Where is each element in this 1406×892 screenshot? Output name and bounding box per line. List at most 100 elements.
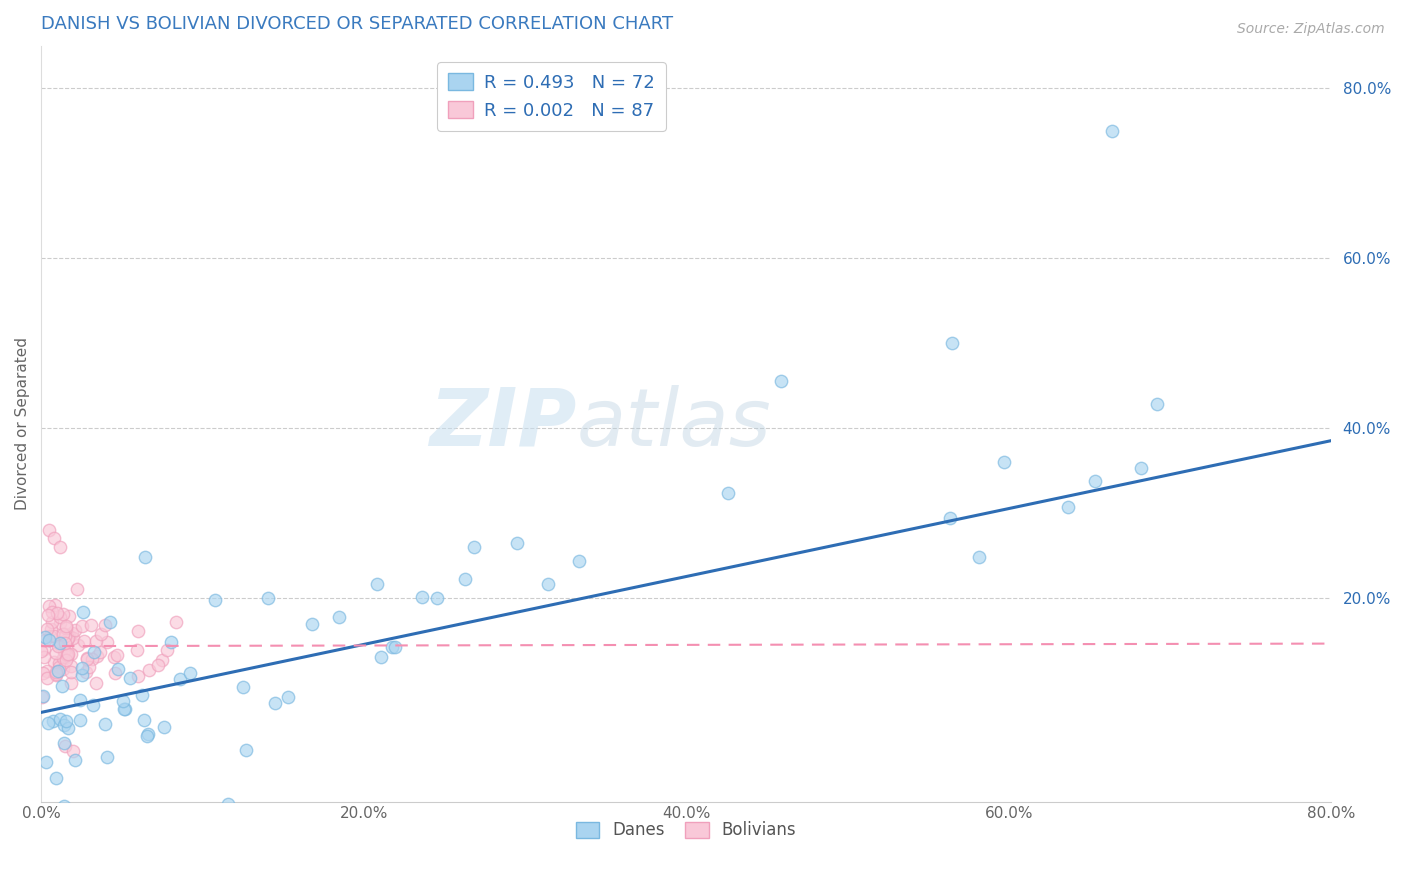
Point	[70, 661, 93, 675]
Point	[160, 634, 183, 648]
Point	[257, 591, 280, 606]
Point	[463, 540, 485, 554]
Point	[993, 455, 1015, 469]
Point	[104, 665, 127, 680]
Point	[35, 664, 58, 678]
Point	[45, 772, 67, 786]
Point	[35, 622, 58, 636]
Point	[32, 641, 55, 656]
Point	[39, 622, 62, 636]
Point	[169, 672, 191, 686]
Point	[84, 675, 107, 690]
Point	[120, 672, 142, 686]
Point	[52, 627, 75, 641]
Point	[1057, 500, 1080, 514]
Point	[44, 599, 66, 613]
Point	[45, 668, 67, 682]
Point	[941, 335, 963, 350]
Point	[67, 638, 90, 652]
Point	[127, 624, 149, 639]
Point	[90, 627, 112, 641]
Point	[131, 688, 153, 702]
Point	[96, 635, 118, 649]
Point	[32, 649, 55, 664]
Point	[42, 655, 65, 669]
Point	[52, 643, 75, 657]
Point	[62, 743, 84, 757]
Point	[82, 698, 104, 713]
Point	[89, 645, 111, 659]
Point	[32, 665, 55, 680]
Point	[35, 671, 58, 685]
Point	[60, 625, 83, 640]
Point	[59, 676, 82, 690]
Text: ZIP: ZIP	[429, 384, 576, 463]
Point	[107, 662, 129, 676]
Point	[34, 632, 56, 647]
Point	[366, 577, 388, 591]
Point	[30, 644, 52, 658]
Point	[52, 736, 75, 750]
Point	[77, 659, 100, 673]
Point	[716, 485, 738, 500]
Point	[35, 755, 58, 769]
Point	[70, 668, 93, 682]
Point	[138, 663, 160, 677]
Point	[48, 656, 70, 670]
Point	[370, 649, 392, 664]
Point	[135, 730, 157, 744]
Point	[34, 630, 56, 644]
Point	[72, 605, 94, 619]
Point	[217, 797, 239, 812]
Point	[46, 665, 69, 679]
Point	[45, 666, 67, 681]
Point	[146, 657, 169, 672]
Point	[59, 665, 82, 679]
Point	[98, 615, 121, 629]
Point	[1101, 123, 1123, 137]
Point	[204, 593, 226, 607]
Point	[41, 714, 63, 729]
Point	[277, 690, 299, 704]
Point	[150, 653, 173, 667]
Point	[967, 550, 990, 565]
Point	[76, 652, 98, 666]
Point	[127, 668, 149, 682]
Point	[49, 615, 72, 630]
Point	[63, 753, 86, 767]
Point	[111, 694, 134, 708]
Point	[75, 665, 97, 679]
Point	[769, 374, 792, 388]
Legend: Danes, Bolivians: Danes, Bolivians	[569, 814, 803, 847]
Point	[62, 631, 84, 645]
Point	[179, 665, 201, 680]
Point	[38, 599, 60, 613]
Point	[84, 634, 107, 648]
Point	[73, 634, 96, 648]
Point	[105, 648, 128, 662]
Point	[58, 630, 80, 644]
Point	[38, 523, 60, 537]
Point	[56, 648, 79, 663]
Point	[112, 702, 135, 716]
Point	[134, 549, 156, 564]
Point	[53, 799, 76, 814]
Point	[52, 651, 75, 665]
Point	[235, 743, 257, 757]
Point	[136, 727, 159, 741]
Point	[454, 573, 477, 587]
Point	[83, 645, 105, 659]
Point	[60, 659, 83, 673]
Point	[1146, 396, 1168, 410]
Point	[56, 647, 79, 661]
Point	[49, 636, 72, 650]
Text: Source: ZipAtlas.com: Source: ZipAtlas.com	[1237, 22, 1385, 37]
Point	[37, 607, 59, 622]
Point	[1129, 460, 1152, 475]
Point	[49, 712, 72, 726]
Point	[82, 652, 104, 666]
Point	[55, 633, 77, 648]
Point	[51, 679, 73, 693]
Point	[1083, 474, 1105, 488]
Point	[96, 749, 118, 764]
